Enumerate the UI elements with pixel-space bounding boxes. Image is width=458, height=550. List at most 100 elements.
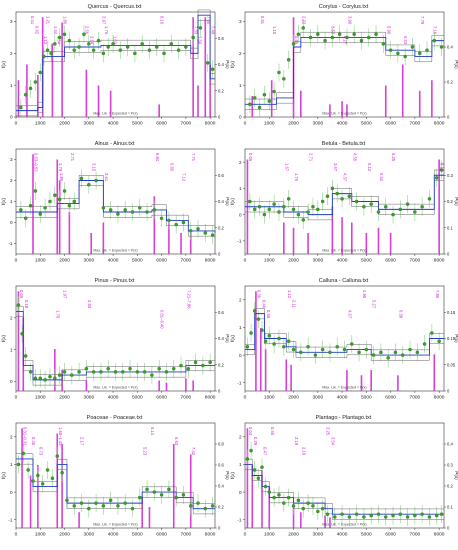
data-point [186, 366, 191, 371]
probability-bar [68, 212, 71, 254]
data-point [57, 35, 62, 40]
chart-svg: 0 1000 2000 3000 4000 5000 6000 7000 8000 -1 0 1 2 f(… [1, 415, 229, 538]
data-point [345, 35, 349, 40]
data-point [386, 356, 390, 360]
chart-panel: 0 1000 2000 3000 4000 5000 6000 7000 8000 0 1 2 3 f(x… [0, 0, 229, 137]
y-tick-label: 1 [10, 347, 13, 352]
change-point-label: 2.71 [309, 153, 314, 162]
data-point [28, 370, 33, 374]
y2-tick-label: 0.8 [218, 442, 224, 447]
data-point [121, 370, 125, 374]
data-point [43, 206, 47, 210]
data-point [16, 462, 21, 467]
expected-step-line [245, 313, 444, 356]
y-axis-label: f(x) [1, 198, 7, 205]
lower-bound-line [16, 20, 215, 117]
data-point [342, 347, 347, 352]
data-point [425, 48, 429, 52]
y2-tick-label: 0.3 [447, 173, 453, 178]
change-point-label: 2.11 [292, 300, 297, 309]
change-point-label: 6.01–6.40 [160, 310, 165, 329]
data-point [400, 353, 405, 357]
probability-bar [37, 75, 39, 117]
change-point-label: 0.05 [19, 290, 24, 299]
data-point [167, 218, 171, 223]
data-point [306, 210, 310, 214]
change-point-label: 6.53 [403, 36, 408, 45]
data-point [337, 32, 342, 37]
data-point [434, 513, 439, 518]
data-point [67, 38, 72, 43]
change-point-label: 5.84 [155, 153, 160, 162]
x-tick-label: 1000 [35, 121, 46, 127]
data-point [159, 216, 164, 221]
data-point [152, 490, 157, 494]
y2-tick-label: 0.2 [447, 80, 453, 85]
x-tick-label: 1000 [264, 532, 275, 538]
data-point [328, 350, 332, 355]
plot-area: 0 1000 2000 3000 4000 5000 6000 7000 8000 -1 0 1 2 f(… [230, 422, 458, 538]
data-point [94, 178, 98, 183]
plot-area: 0 1000 2000 3000 4000 5000 6000 7000 8000 -1 0 1 2 3 f… [1, 148, 229, 264]
x-tick-label: 7000 [181, 121, 192, 127]
data-point [357, 350, 361, 355]
plot-frame [15, 422, 216, 529]
probability-bar [438, 159, 440, 254]
y2-tick-label: 0.2 [218, 88, 224, 93]
data-point [94, 501, 98, 505]
change-point-label: 3.67 [333, 163, 338, 172]
probability-bar [285, 359, 288, 391]
data-point [101, 504, 106, 508]
plot-frame [244, 422, 445, 529]
y2-tick-label: 0.2 [218, 225, 224, 230]
data-point [188, 229, 193, 233]
x-tick-label: 3000 [83, 258, 94, 264]
x-tick-label: 8000 [205, 395, 216, 401]
data-point [320, 199, 325, 204]
y2-tick-label: 0.1 [447, 505, 453, 510]
change-point-label: 3.53 [330, 26, 335, 35]
upper-bound-line [16, 453, 215, 504]
y-tick-label: 0 [239, 490, 242, 495]
data-point [347, 194, 352, 199]
probability-bar [21, 428, 23, 528]
x-tick-label: 2000 [288, 395, 299, 401]
data-point [422, 342, 427, 346]
probability-bar [78, 512, 80, 528]
data-point [23, 216, 28, 221]
probability-bar [37, 465, 39, 528]
data-point [374, 32, 378, 37]
data-point [262, 212, 267, 217]
data-point [437, 339, 441, 344]
probability-bar [165, 382, 168, 391]
x-tick-label: 5000 [361, 395, 372, 401]
lower-bound-line [245, 469, 444, 520]
x-tick-label: 2000 [59, 532, 70, 538]
data-point [263, 484, 268, 489]
data-point [16, 303, 21, 307]
data-point [291, 42, 296, 46]
data-point [42, 54, 46, 59]
change-point-label: 0.62 [35, 26, 40, 35]
lower-bound-line [16, 316, 215, 386]
data-point [210, 504, 215, 508]
y2-tick-label: 0 [218, 526, 221, 531]
data-point [45, 468, 50, 472]
x-tick-label: 6000 [156, 121, 167, 127]
data-point [116, 212, 120, 216]
plot-area: 0 1000 2000 3000 4000 5000 6000 7000 8000 -1 0 1 2 f(… [230, 148, 458, 264]
change-point-label: 0.31–0.32 [23, 427, 28, 446]
data-point [340, 512, 344, 516]
y2-tick-label: 0.6 [218, 310, 224, 315]
data-point [371, 353, 376, 357]
change-point-label: 5.12 [367, 163, 372, 172]
data-point [335, 191, 339, 196]
data-point [393, 350, 398, 355]
probability-bar [192, 17, 194, 117]
data-point [245, 345, 250, 349]
legend-text: Max. Lik. = Expected = P(x) [93, 249, 137, 253]
x-tick-label: 5000 [132, 395, 143, 401]
data-point [150, 373, 154, 377]
y-tick-label: 0 [10, 490, 13, 495]
chart-svg: 0 1000 2000 3000 4000 5000 6000 7000 80000123f(x… [1, 4, 229, 127]
